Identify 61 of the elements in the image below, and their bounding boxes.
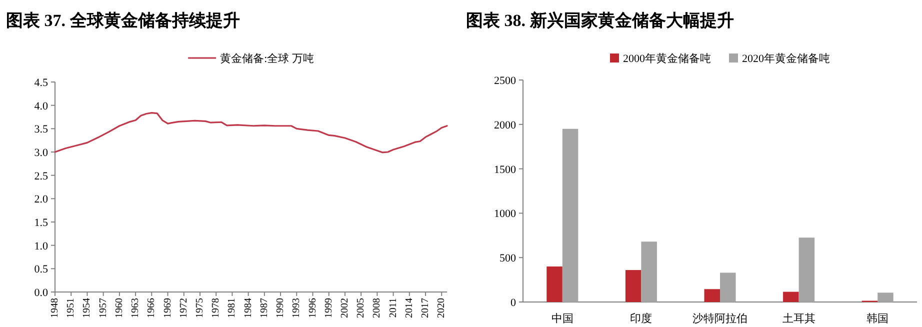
legend-label: 2020年黄金储备吨 bbox=[742, 52, 830, 65]
bar bbox=[704, 289, 720, 302]
y-tick-label: 0.5 bbox=[34, 264, 48, 276]
x-tick-label: 中国 bbox=[551, 312, 574, 325]
x-tick-label: 2014 bbox=[404, 298, 415, 318]
x-tick-label: 2005 bbox=[356, 298, 367, 318]
y-tick-label: 0 bbox=[510, 297, 516, 309]
x-tick-label: 1954 bbox=[82, 298, 93, 318]
x-tick-label: 2017 bbox=[420, 298, 432, 318]
x-tick-label: 1996 bbox=[307, 298, 318, 318]
x-tick-label: 1987 bbox=[258, 298, 270, 318]
bar bbox=[878, 292, 894, 302]
x-tick-label: 1981 bbox=[226, 298, 238, 318]
x-tick-label: 1951 bbox=[66, 298, 77, 318]
bar bbox=[641, 242, 657, 302]
x-tick-label: 2020 bbox=[436, 298, 448, 318]
y-tick-label: 2.0 bbox=[34, 194, 48, 206]
y-tick-label: 2000 bbox=[494, 119, 516, 132]
y-tick-label: 3.0 bbox=[34, 147, 48, 159]
x-tick-label: 1990 bbox=[275, 298, 286, 318]
bar bbox=[783, 292, 799, 302]
y-tick-label: 1500 bbox=[494, 164, 516, 176]
y-tick-label: 1000 bbox=[494, 208, 516, 220]
chart-title: 图表 38. 新兴国家黄金储备大幅提升 bbox=[466, 11, 734, 30]
x-tick-label: 1978 bbox=[210, 298, 222, 318]
x-tick-label: 1999 bbox=[323, 298, 334, 318]
y-tick-label: 1.5 bbox=[34, 217, 48, 229]
chart-title: 图表 37. 全球黄金储备持续提升 bbox=[6, 11, 240, 30]
x-tick-label: 1948 bbox=[50, 298, 60, 318]
y-tick-label: 4.0 bbox=[34, 100, 48, 112]
x-tick-label: 印度 bbox=[630, 312, 652, 325]
x-tick-label: 韩国 bbox=[866, 312, 889, 325]
x-tick-label: 1960 bbox=[114, 298, 125, 318]
line-series bbox=[54, 112, 448, 154]
bar bbox=[625, 270, 642, 302]
y-tick-label: 0.0 bbox=[34, 287, 48, 299]
bar bbox=[546, 266, 562, 302]
x-tick-label: 2011 bbox=[388, 298, 399, 318]
bar bbox=[562, 128, 578, 302]
bar bbox=[720, 272, 736, 302]
x-tick-label: 1993 bbox=[291, 298, 302, 318]
x-tick-label: 1984 bbox=[242, 298, 254, 318]
y-tick-label: 4.5 bbox=[34, 77, 48, 89]
y-tick-label: 3.5 bbox=[34, 124, 48, 136]
y-tick-label: 1.0 bbox=[34, 240, 48, 252]
x-tick-label: 1972 bbox=[178, 298, 190, 318]
x-tick-label: 沙特阿拉伯 bbox=[692, 312, 748, 325]
y-tick-label: 2.5 bbox=[34, 170, 48, 182]
y-tick-label: 500 bbox=[500, 252, 516, 265]
x-tick-label: 1975 bbox=[194, 298, 206, 318]
x-tick-label: 1966 bbox=[146, 298, 158, 318]
y-tick-label: 2500 bbox=[494, 75, 516, 87]
x-tick-label: 1957 bbox=[98, 298, 109, 318]
x-tick-label: 1969 bbox=[162, 298, 174, 318]
x-tick-label: 2002 bbox=[339, 298, 350, 318]
x-tick-label: 土耳其 bbox=[782, 312, 816, 325]
legend-label: 2000年黄金储备吨 bbox=[623, 52, 711, 65]
bar bbox=[798, 238, 815, 302]
x-tick-label: 2008 bbox=[372, 298, 383, 318]
legend-label: 黄金储备:全球 万吨 bbox=[220, 52, 314, 65]
x-tick-label: 1963 bbox=[130, 298, 142, 318]
